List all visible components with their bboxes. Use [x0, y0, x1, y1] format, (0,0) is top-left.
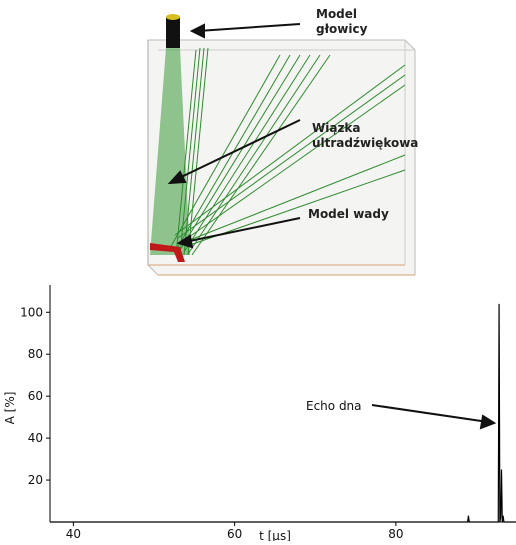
annotation: Echo dna: [306, 399, 362, 413]
y-axis-label: A [%]: [3, 392, 17, 425]
y-tick-label: 80: [28, 347, 43, 361]
diagram: [147, 14, 497, 430]
diagram-label: Model: [316, 7, 357, 21]
probe: [166, 17, 180, 48]
y-tick-label: 100: [20, 305, 43, 319]
y-tick-label: 40: [28, 431, 43, 445]
x-tick-label: 40: [66, 527, 81, 541]
series-line: [50, 303, 516, 523]
beam: [150, 48, 190, 255]
x-tick-label: 80: [388, 527, 403, 541]
diagram-label: głowicy: [316, 22, 368, 36]
diagram-label: Model wady: [308, 207, 389, 221]
diagram-label: Wiązka: [312, 121, 361, 135]
probe-top: [166, 14, 180, 20]
diagram-label: ultradźwiękowa: [312, 136, 418, 150]
y-tick-label: 20: [28, 473, 43, 487]
arrows: [167, 23, 497, 430]
y-tick-label: 60: [28, 389, 43, 403]
x-axis-label: t [µs]: [259, 529, 291, 541]
defect: [150, 243, 185, 262]
x-tick-label: 60: [227, 527, 242, 541]
